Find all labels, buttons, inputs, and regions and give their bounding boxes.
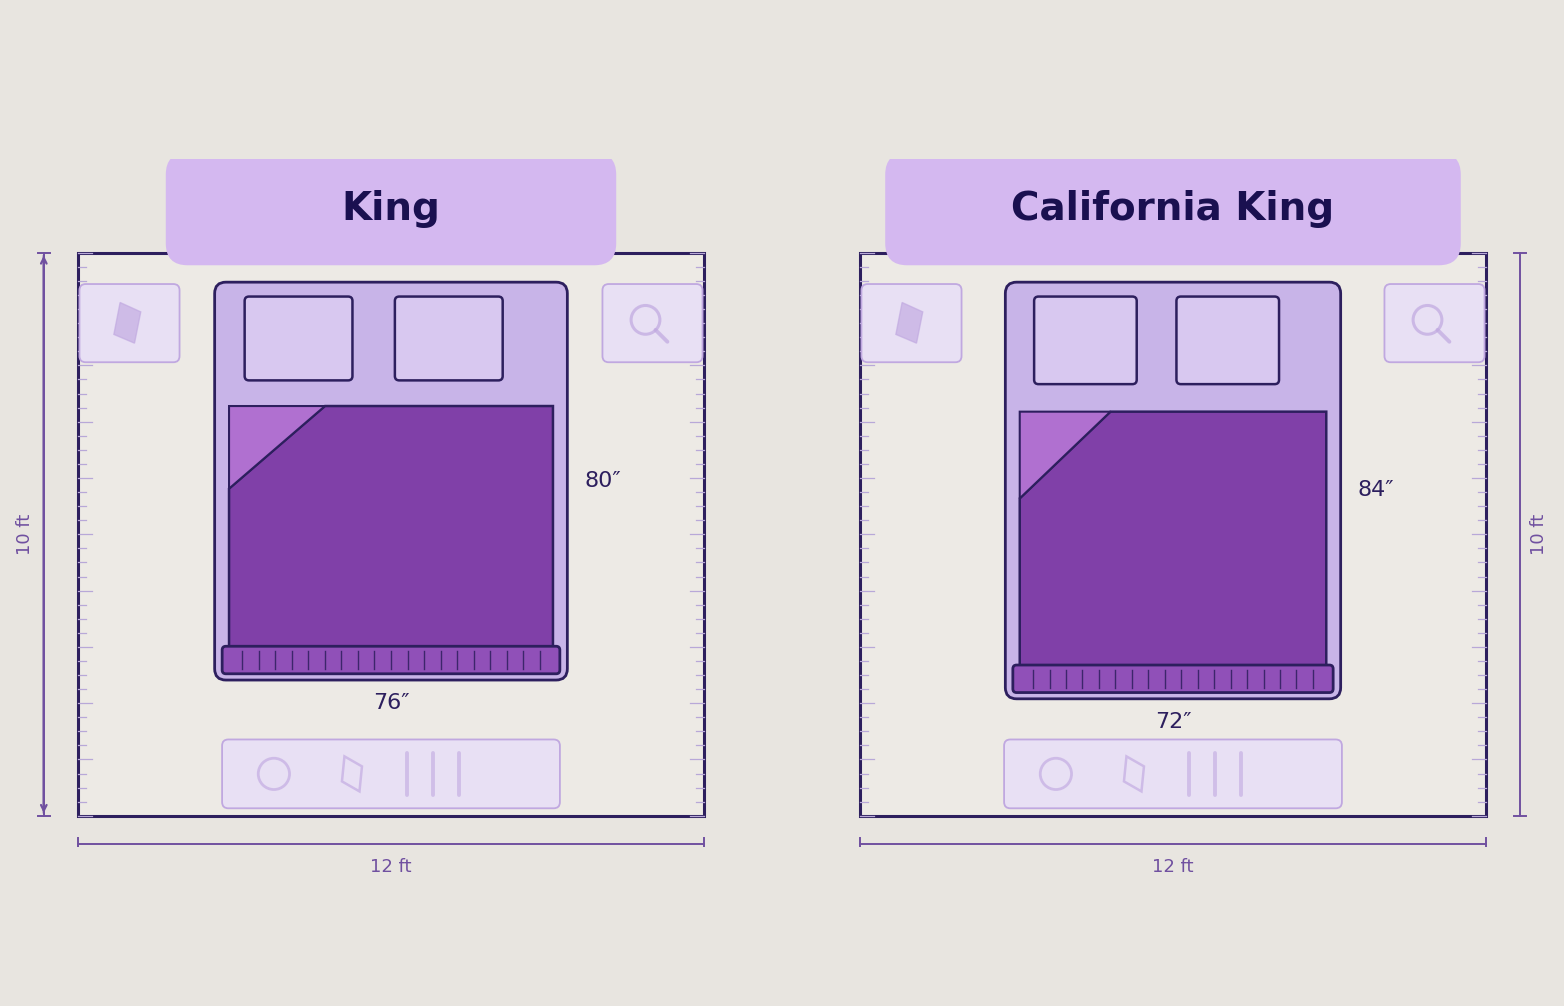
FancyBboxPatch shape: [394, 297, 502, 380]
Polygon shape: [114, 303, 141, 343]
Text: California King: California King: [1012, 190, 1334, 228]
FancyBboxPatch shape: [80, 284, 180, 362]
FancyBboxPatch shape: [222, 739, 560, 808]
Text: 12 ft: 12 ft: [371, 858, 411, 875]
Polygon shape: [1020, 411, 1326, 676]
Bar: [860, 253, 1486, 816]
Text: 72″: 72″: [1154, 712, 1192, 732]
Polygon shape: [228, 406, 554, 658]
Text: 76″: 76″: [372, 693, 410, 713]
FancyBboxPatch shape: [1034, 297, 1137, 384]
Text: 12 ft: 12 ft: [1153, 858, 1193, 875]
FancyBboxPatch shape: [1006, 282, 1340, 699]
Text: 80″: 80″: [585, 471, 621, 491]
FancyBboxPatch shape: [1004, 739, 1342, 808]
Text: King: King: [341, 190, 441, 228]
Polygon shape: [896, 303, 923, 343]
Text: 84″: 84″: [1358, 481, 1394, 501]
FancyBboxPatch shape: [1013, 665, 1333, 692]
FancyBboxPatch shape: [1384, 284, 1484, 362]
FancyBboxPatch shape: [885, 153, 1461, 266]
Bar: [78, 253, 704, 816]
Text: 10 ft: 10 ft: [1530, 514, 1548, 555]
Polygon shape: [228, 406, 325, 489]
FancyBboxPatch shape: [1176, 297, 1279, 384]
Text: 10 ft: 10 ft: [16, 514, 34, 555]
FancyBboxPatch shape: [214, 282, 568, 680]
FancyBboxPatch shape: [602, 284, 702, 362]
FancyBboxPatch shape: [862, 284, 962, 362]
FancyBboxPatch shape: [166, 153, 616, 266]
FancyBboxPatch shape: [244, 297, 352, 380]
FancyBboxPatch shape: [222, 646, 560, 674]
Polygon shape: [1020, 411, 1110, 498]
